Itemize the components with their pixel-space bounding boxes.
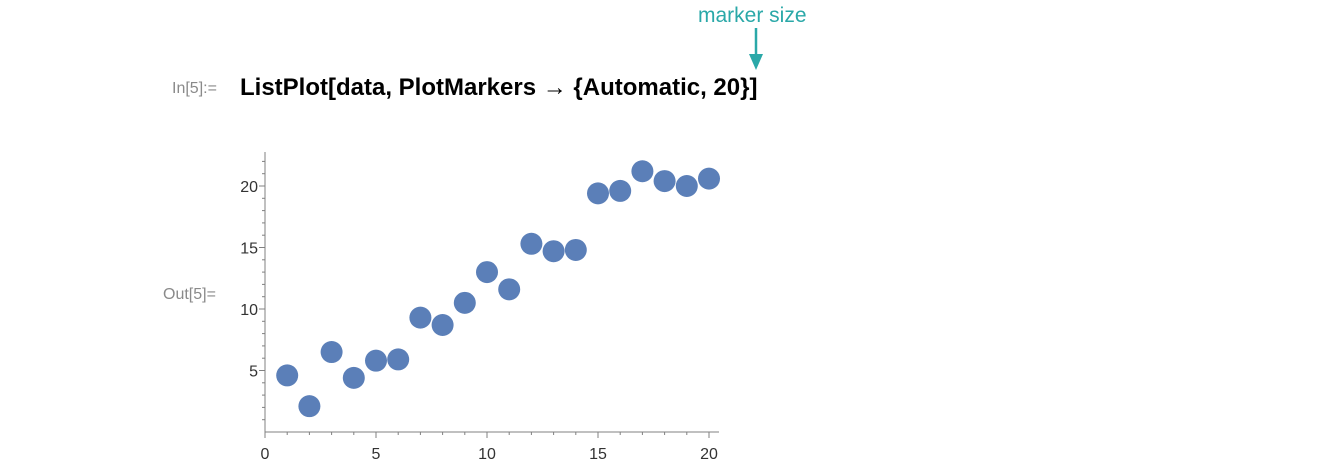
data-point [609, 179, 632, 202]
data-point [476, 261, 498, 284]
x-tick-label: 10 [478, 446, 496, 463]
x-tick-label: 5 [372, 446, 381, 463]
data-point [653, 170, 676, 193]
y-tick-label: 20 [240, 179, 258, 196]
data-point [542, 240, 565, 263]
data-point [298, 395, 321, 418]
data-point [498, 278, 521, 301]
marker-size-annotation: marker size [698, 4, 807, 27]
data-point [387, 348, 410, 371]
data-point [342, 366, 365, 389]
down-arrow-icon [749, 28, 763, 70]
data-point [564, 238, 587, 261]
data-point [587, 182, 609, 205]
data-point [631, 160, 654, 183]
data-point [453, 291, 476, 314]
data-point [520, 232, 543, 255]
data-point [276, 364, 299, 387]
x-tick-label: 20 [700, 446, 718, 463]
x-tick-label: 15 [589, 446, 607, 463]
input-code[interactable]: ListPlot[data, PlotMarkers → {Automatic,… [240, 74, 758, 101]
data-point [431, 313, 454, 336]
x-tick-label: 0 [261, 446, 270, 463]
y-tick-label: 5 [249, 364, 258, 381]
data-point [320, 341, 343, 364]
output-prompt-label: Out[5]= [163, 286, 216, 303]
y-tick-label: 10 [240, 302, 258, 319]
data-point [675, 175, 698, 197]
data-point [365, 349, 387, 372]
scatter-plot: 0 5 10 15 20 5 10 15 20 [240, 152, 720, 463]
data-point [409, 306, 432, 329]
data-point [698, 167, 720, 190]
input-prompt-label: In[5]:= [172, 80, 217, 97]
y-tick-label: 15 [240, 241, 258, 258]
